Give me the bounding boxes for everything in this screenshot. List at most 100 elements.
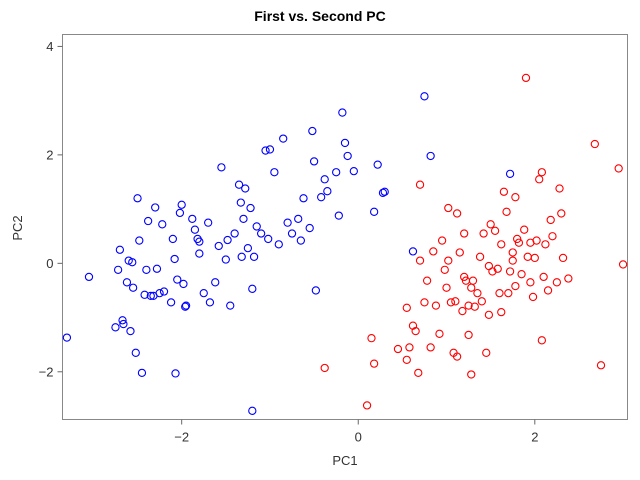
data-point-series-2 [415, 256, 425, 265]
data-point-series-1 [179, 279, 188, 289]
data-point-series-1 [166, 298, 176, 307]
data-point-series-2 [458, 306, 467, 316]
data-point-series-1 [320, 175, 329, 184]
data-point-series-1 [299, 194, 308, 203]
data-point-series-1 [246, 203, 255, 213]
data-point-series-2 [464, 301, 473, 310]
data-point-series-2 [362, 401, 372, 410]
data-point-series-1 [221, 255, 230, 264]
data-point-series-2 [511, 193, 520, 202]
data-point-series-2 [535, 175, 544, 184]
data-point-series-1 [369, 207, 379, 216]
data-point-series-1 [214, 241, 223, 251]
data-point-series-2 [521, 73, 531, 83]
data-point-series-1 [296, 236, 306, 245]
data-point-series-1 [241, 184, 250, 193]
data-point-series-2 [455, 248, 464, 257]
data-point-series-2 [546, 215, 555, 225]
data-point-series-1 [170, 254, 179, 264]
data-point-series-1 [158, 220, 167, 229]
data-point-series-2 [514, 238, 524, 247]
data-point-series-1 [237, 252, 246, 261]
data-point-series-1 [151, 203, 160, 212]
data-point-series-1 [270, 168, 279, 177]
data-point-series-2 [460, 229, 469, 238]
y-tick-label: 4 [46, 39, 53, 54]
data-point-series-1 [309, 157, 319, 166]
data-point-series-2 [431, 301, 441, 310]
data-point-series-1 [256, 229, 266, 238]
data-point-series-1 [279, 134, 288, 143]
data-point-series-2 [558, 253, 568, 263]
data-point-series-1 [140, 290, 149, 299]
data-point-series-1 [287, 229, 297, 238]
data-point-series-1 [249, 252, 259, 261]
data-point-series-1 [159, 287, 169, 296]
data-point-series-1 [137, 368, 147, 378]
data-point-series-1 [118, 316, 127, 325]
data-point-series-1 [226, 301, 235, 310]
data-point-series-2 [435, 329, 444, 338]
data-point-series-2 [497, 307, 506, 317]
data-point-series-2 [452, 209, 462, 218]
data-point-series-2 [537, 336, 547, 345]
data-point-series-1 [190, 225, 200, 234]
data-point-series-2 [446, 298, 456, 307]
y-tick-label: −2 [39, 364, 54, 379]
data-point-series-1 [128, 283, 138, 292]
data-point-series-2 [618, 260, 628, 269]
data-point-series-2 [508, 256, 517, 265]
data-point-series-2 [451, 297, 460, 306]
data-point-series-1 [349, 166, 358, 176]
data-point-series-1 [119, 319, 128, 329]
data-point-series-1 [217, 163, 226, 172]
data-point-series-1 [84, 272, 94, 282]
data-point-series-1 [274, 240, 283, 249]
data-point-series-2 [440, 265, 449, 274]
data-point-series-1 [152, 264, 162, 273]
data-point-series-1 [204, 218, 213, 227]
data-point-series-2 [452, 352, 462, 361]
data-point-series-1 [420, 92, 429, 101]
data-point-series-2 [590, 139, 599, 149]
data-point-series-1 [131, 348, 140, 357]
data-point-series-2 [539, 272, 548, 282]
data-point-series-2 [367, 334, 376, 343]
data-point-series-2 [499, 187, 509, 196]
data-point-series-2 [497, 240, 506, 249]
y-tick-label: 2 [46, 147, 53, 162]
data-point-series-2 [477, 297, 486, 306]
data-point-series-1 [283, 218, 292, 227]
data-point-series-2 [415, 180, 425, 189]
y-axis-title: PC2 [10, 215, 25, 240]
data-point-series-2 [520, 225, 529, 234]
data-point-series-2 [426, 343, 435, 352]
data-point-series-1 [113, 265, 123, 274]
data-point-series-1 [373, 160, 382, 169]
data-point-series-2 [437, 236, 447, 245]
data-point-series-2 [596, 361, 606, 370]
data-point-series-2 [479, 229, 488, 238]
data-point-series-2 [543, 286, 553, 295]
data-point-series-1 [261, 146, 270, 155]
data-point-series-2 [444, 256, 453, 265]
data-point-series-2 [320, 363, 329, 373]
x-tick-label: 0 [355, 430, 362, 445]
x-axis-title: PC1 [332, 453, 357, 468]
data-point-series-2 [493, 264, 502, 273]
data-point-series-1 [380, 187, 389, 196]
data-point-series-2 [444, 203, 453, 213]
data-point-series-1 [252, 222, 261, 231]
data-point-series-1 [199, 289, 208, 298]
data-point-series-1 [223, 235, 232, 245]
data-point-series-2 [537, 168, 547, 177]
data-point-series-2 [468, 276, 478, 285]
data-point-series-1 [195, 237, 204, 246]
chart-title: First vs. Second PC [254, 8, 386, 24]
data-point-series-2 [414, 368, 423, 378]
data-point-series-1 [173, 275, 182, 284]
data-point-series-1 [426, 151, 435, 161]
data-point-series-1 [334, 211, 343, 220]
data-point-series-2 [490, 226, 500, 235]
